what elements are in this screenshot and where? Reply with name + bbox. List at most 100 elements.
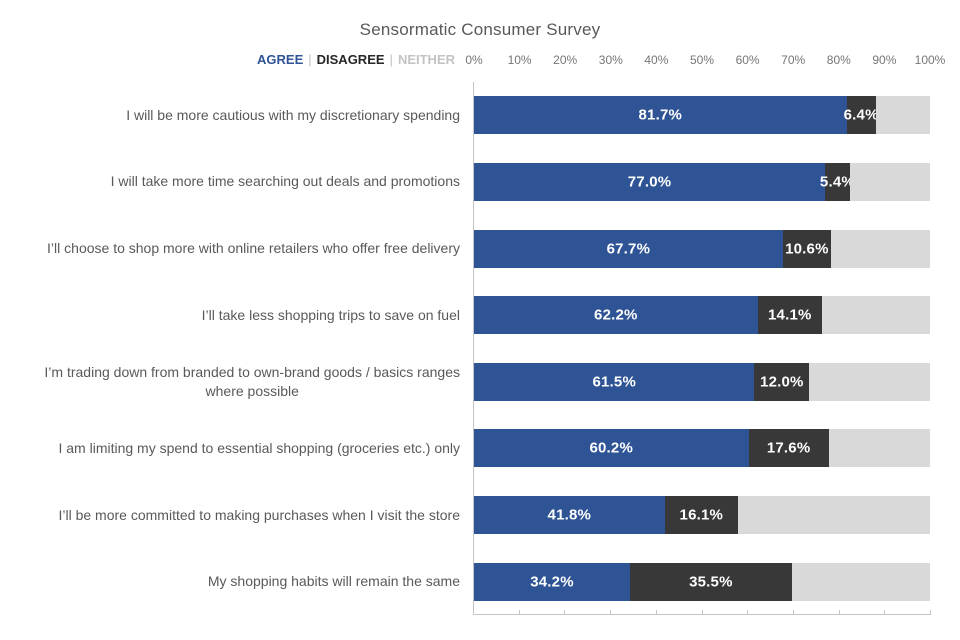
category-label-slot: I am limiting my spend to essential shop… [0, 415, 460, 482]
x-tick-label: 100% [914, 53, 946, 67]
bar-segment-neither [828, 429, 930, 468]
bar-segment-agree: 62.2% [474, 296, 758, 335]
x-tick-label: 60% [735, 53, 760, 67]
bar-value-label: 62.2% [594, 306, 638, 324]
bar-row-slot: 34.2% 35.5% [474, 548, 930, 615]
category-label: I will be more cautious with my discreti… [126, 106, 460, 123]
category-labels: I will be more cautious with my discreti… [0, 82, 460, 615]
bar-segment-agree: 60.2% [474, 429, 749, 468]
legend-item-neither: NEITHER [397, 52, 455, 67]
bar-value-label: 67.7% [606, 240, 651, 258]
bar-value-label: 17.6% [766, 439, 811, 457]
legend-item-disagree: DISAGREE [316, 52, 385, 67]
x-axis-tick-mark [473, 610, 474, 614]
stacked-bar: 81.7% 6.4% [474, 96, 930, 135]
bar-value-label: 41.8% [547, 506, 592, 524]
legend-item-agree: AGREE [257, 52, 304, 67]
bar-segment-disagree: 12.0% [754, 362, 810, 401]
x-tick-label: 90% [872, 53, 897, 67]
category-label-slot: I will be more cautious with my discreti… [0, 82, 460, 149]
bar-segment-disagree: 10.6% [782, 229, 832, 268]
bar-value-label: 12.0% [760, 373, 804, 391]
bar-value-label: 60.2% [589, 439, 634, 457]
stacked-bar: 41.8% 16.1% [474, 496, 930, 535]
bar-row-slot: 60.2% 17.6% [474, 415, 930, 482]
stacked-bar: 77.0% 5.4% [474, 162, 930, 201]
x-tick-label: 10% [507, 53, 532, 67]
category-label: I’ll choose to shop more with online ret… [47, 240, 460, 257]
x-tick-label: 0% [465, 53, 483, 67]
bar-segment-agree: 67.7% [474, 229, 783, 268]
bar-segment-neither [831, 229, 930, 268]
x-axis-tick-mark [610, 610, 612, 614]
legend: AGREE | DISAGREE | NEITHER [257, 52, 455, 67]
category-label: I am limiting my spend to essential shop… [58, 439, 460, 456]
bar-row-slot: 77.0% 5.4% [474, 149, 930, 216]
bar-segment-neither [821, 296, 930, 335]
x-tick-label: 80% [826, 53, 851, 67]
bar-row-slot: 61.5% 12.0% [474, 349, 930, 416]
x-axis-tick-mark [792, 610, 794, 614]
bar-segment-agree: 77.0% [474, 162, 826, 201]
bar-value-label: 16.1% [679, 506, 724, 524]
x-axis-tick-mark [655, 610, 657, 614]
bar-segment-agree: 61.5% [474, 362, 755, 401]
bar-value-label: 5.4% [819, 173, 855, 191]
bar-value-label: 34.2% [530, 573, 574, 591]
bar-segment-disagree: 17.6% [748, 429, 829, 468]
x-axis-tick-mark [884, 610, 886, 614]
x-axis-tick-mark [930, 610, 931, 614]
x-tick-label: 70% [781, 53, 806, 67]
stacked-bar: 67.7% 10.6% [474, 229, 930, 268]
x-tick-label: 20% [553, 53, 578, 67]
x-tick-label: 50% [689, 53, 715, 67]
category-label-slot: I’ll take less shopping trips to save on… [0, 282, 460, 349]
category-label-slot: I’ll be more committed to making purchas… [0, 482, 460, 549]
bar-row-slot: 62.2% 14.1% [474, 282, 930, 349]
bar-segment-disagree: 5.4% [820, 162, 855, 201]
bar-value-label: 14.1% [767, 306, 812, 324]
category-label-slot: I’ll choose to shop more with online ret… [0, 215, 460, 282]
bar-segment-agree: 34.2% [474, 562, 630, 601]
x-tick-label: 40% [644, 53, 669, 67]
bar-value-label: 6.4% [843, 106, 879, 124]
bar-segment-disagree: 35.5% [629, 562, 792, 601]
bar-value-label: 61.5% [592, 373, 636, 391]
category-label: I will take more time searching out deal… [110, 173, 460, 190]
x-axis-tick-mark [747, 610, 749, 614]
x-axis-line [473, 610, 931, 615]
y-axis-line [473, 82, 474, 615]
bar-segment-disagree: 6.4% [843, 96, 879, 135]
category-label: I’m trading down from branded to own-bra… [44, 363, 460, 399]
bar-segment-agree: 81.7% [474, 96, 847, 135]
legend-separator: | [308, 52, 312, 67]
category-label-slot: My shopping habits will remain the same [0, 548, 460, 615]
bar-segment-disagree: 14.1% [757, 296, 822, 335]
category-label: I’ll be more committed to making purchas… [58, 506, 460, 523]
x-tick-label: 30% [598, 53, 623, 67]
bar-value-label: 81.7% [638, 106, 683, 124]
bar-row-slot: 41.8% 16.1% [474, 482, 930, 549]
bar-value-label: 77.0% [627, 173, 672, 191]
x-axis-tick-mark [701, 610, 703, 614]
category-label-slot: I’m trading down from branded to own-bra… [0, 349, 460, 416]
bar-segment-neither [875, 96, 930, 135]
category-label-slot: I will take more time searching out deal… [0, 149, 460, 216]
x-axis-tick-mark [564, 610, 566, 614]
bar-value-label: 10.6% [785, 240, 829, 258]
x-axis-tick-mark [518, 610, 520, 614]
bar-row-slot: 67.7% 10.6% [474, 215, 930, 282]
category-label: My shopping habits will remain the same [207, 573, 460, 590]
bar-segment-disagree: 16.1% [664, 496, 738, 535]
bar-value-label: 35.5% [689, 573, 733, 591]
stacked-bar: 60.2% 17.6% [474, 429, 930, 468]
bar-segment-neither [809, 362, 930, 401]
stacked-bar: 34.2% 35.5% [474, 562, 930, 601]
bar-segment-agree: 41.8% [474, 496, 665, 535]
bar-segment-neither [849, 162, 930, 201]
stacked-bar: 61.5% 12.0% [474, 362, 930, 401]
x-axis-tick-labels: 0% 10% 20% 30% 40% 50% 60% 70% 80% 90% 100% [465, 53, 945, 68]
plot-area: 81.7% 6.4% 77.0% 5.4% 67.7% 10.6% 62.2% 14.1% 61… [474, 82, 930, 615]
x-axis-tick-mark [838, 610, 840, 614]
